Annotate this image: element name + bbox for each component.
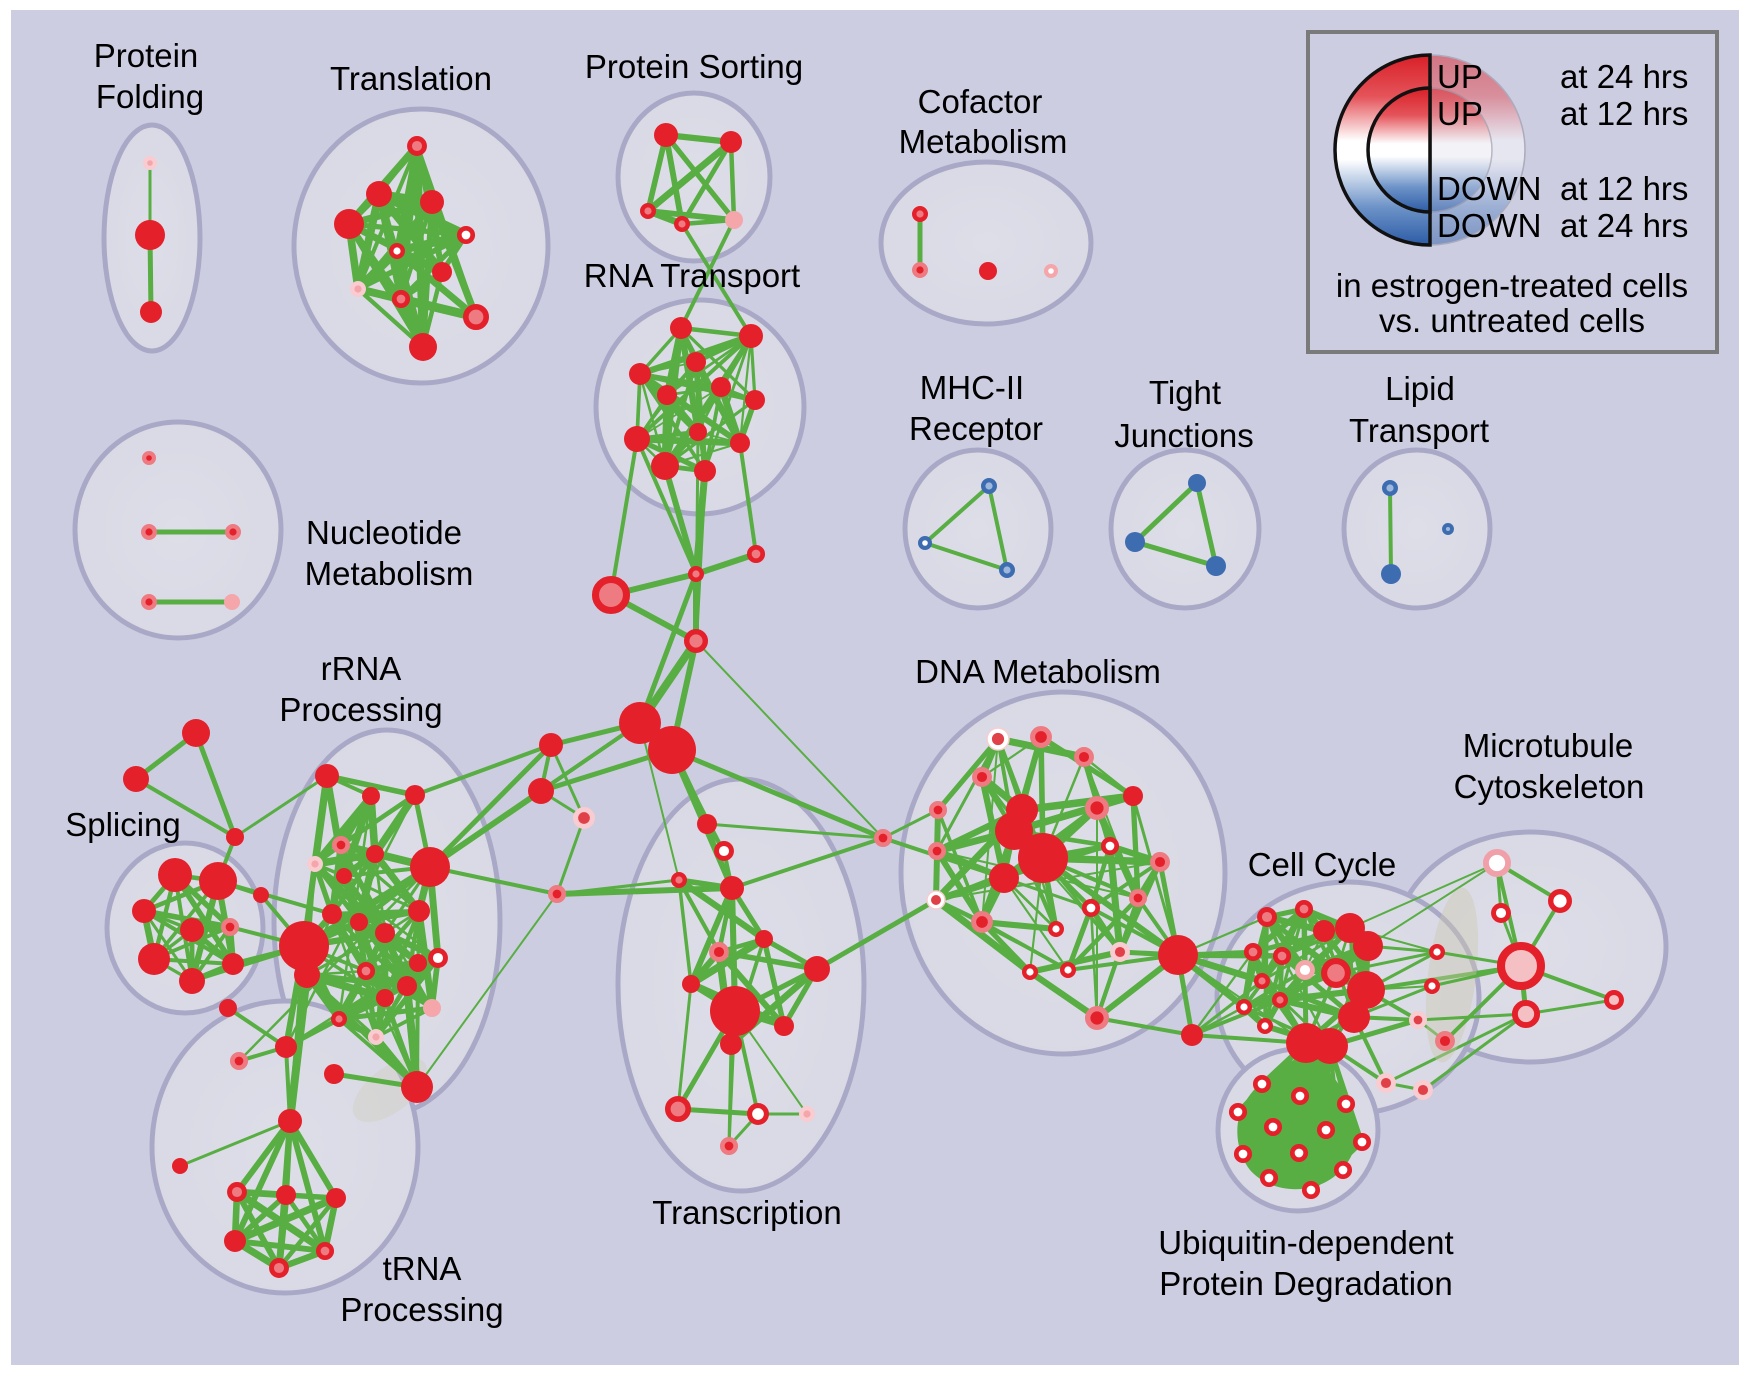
svg-text:MHC-II: MHC-II — [920, 369, 1024, 406]
svg-text:Folding: Folding — [96, 78, 204, 115]
svg-text:tRNA: tRNA — [383, 1250, 462, 1287]
svg-text:Cofactor: Cofactor — [918, 83, 1043, 120]
svg-text:rRNA: rRNA — [321, 650, 402, 687]
svg-text:in estrogen-treated cells: in estrogen-treated cells — [1336, 267, 1688, 304]
svg-text:at 12 hrs: at 12 hrs — [1560, 95, 1688, 132]
svg-text:UP: UP — [1437, 58, 1483, 95]
svg-text:at 12 hrs: at 12 hrs — [1560, 170, 1688, 207]
svg-text:UP: UP — [1437, 95, 1483, 132]
svg-text:Cytoskeleton: Cytoskeleton — [1454, 768, 1645, 805]
svg-text:Tight: Tight — [1149, 374, 1221, 411]
svg-text:at 24 hrs: at 24 hrs — [1560, 207, 1688, 244]
svg-text:Transcription: Transcription — [652, 1194, 842, 1231]
svg-text:at 24 hrs: at 24 hrs — [1560, 58, 1688, 95]
svg-text:Junctions: Junctions — [1114, 417, 1253, 454]
svg-text:Protein Sorting: Protein Sorting — [585, 48, 803, 85]
svg-text:vs. untreated cells: vs. untreated cells — [1379, 302, 1645, 339]
svg-text:Translation: Translation — [330, 60, 492, 97]
svg-text:DNA Metabolism: DNA Metabolism — [915, 653, 1161, 690]
svg-text:RNA Transport: RNA Transport — [584, 257, 800, 294]
svg-text:Protein: Protein — [94, 37, 199, 74]
svg-text:Nucleotide: Nucleotide — [306, 514, 462, 551]
svg-text:DOWN: DOWN — [1437, 170, 1541, 207]
svg-text:Cell Cycle: Cell Cycle — [1248, 846, 1397, 883]
svg-text:Metabolism: Metabolism — [899, 123, 1068, 160]
svg-text:Metabolism: Metabolism — [305, 555, 474, 592]
svg-text:Protein Degradation: Protein Degradation — [1159, 1265, 1453, 1302]
svg-text:Ubiquitin-dependent: Ubiquitin-dependent — [1158, 1224, 1453, 1261]
svg-text:Splicing: Splicing — [65, 806, 181, 843]
svg-text:Receptor: Receptor — [909, 410, 1043, 447]
svg-text:Lipid: Lipid — [1385, 370, 1455, 407]
svg-text:Microtubule: Microtubule — [1463, 727, 1634, 764]
svg-text:Processing: Processing — [340, 1291, 503, 1328]
svg-text:DOWN: DOWN — [1437, 207, 1541, 244]
svg-text:Processing: Processing — [279, 691, 442, 728]
svg-text:Transport: Transport — [1349, 412, 1489, 449]
